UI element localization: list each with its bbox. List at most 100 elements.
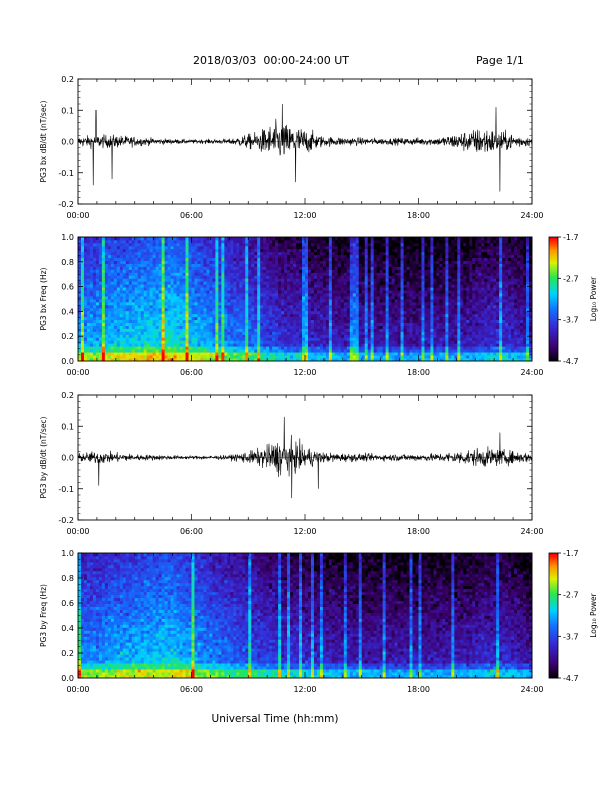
spectrogram-cell bbox=[191, 319, 195, 324]
spectrogram-cell bbox=[373, 349, 378, 353]
spectrogram-cell bbox=[287, 257, 291, 262]
spectrogram-cell bbox=[361, 237, 366, 241]
spectrogram-cell bbox=[299, 290, 303, 294]
spectrogram-cell bbox=[251, 325, 255, 329]
spectrogram-cell bbox=[403, 349, 407, 353]
spectrogram-cell bbox=[200, 349, 204, 353]
spectrogram-cell bbox=[218, 304, 222, 309]
spectrogram-cell bbox=[185, 278, 189, 282]
spectrogram-cell bbox=[418, 301, 422, 306]
spectrogram-cell bbox=[361, 319, 366, 324]
spectrogram-cell bbox=[331, 349, 336, 353]
spectrogram-cell bbox=[409, 284, 413, 288]
spectrogram-cell bbox=[299, 287, 303, 291]
spectrogram-cell bbox=[173, 245, 177, 250]
spectrogram-cell bbox=[176, 313, 180, 318]
spectrogram-cell bbox=[299, 325, 303, 329]
spectrogram-cell bbox=[143, 325, 148, 329]
spectrogram-cell bbox=[170, 275, 174, 279]
spectrogram-cell bbox=[227, 254, 231, 259]
spectrogram-cell bbox=[218, 313, 222, 318]
spectrogram-cell bbox=[86, 358, 91, 362]
spectrogram-cell bbox=[331, 313, 336, 318]
spectrogram-cell bbox=[307, 352, 312, 356]
spectrogram-cell bbox=[206, 275, 210, 279]
spectrogram-cell bbox=[406, 337, 410, 341]
spectrogram-cell bbox=[140, 334, 145, 338]
spectrogram-cell bbox=[218, 325, 222, 329]
spectrogram-cell bbox=[343, 287, 348, 291]
spectrogram-cell bbox=[275, 355, 279, 359]
spectrogram-cell bbox=[110, 340, 115, 344]
spectrogram-cell bbox=[316, 301, 321, 306]
spectrogram-cell bbox=[224, 331, 228, 335]
spectrogram-cell bbox=[302, 349, 306, 353]
spectrogram-cell bbox=[134, 290, 139, 294]
spectrogram-cell bbox=[361, 358, 366, 362]
spectrogram-cell bbox=[334, 331, 339, 335]
spectrogram-cell bbox=[299, 248, 303, 253]
spectrogram-cell bbox=[104, 272, 109, 276]
spectrogram-cell bbox=[370, 242, 375, 247]
spectrogram-cell bbox=[140, 358, 145, 362]
spectrogram-cell bbox=[313, 349, 318, 353]
spectrogram-cell bbox=[215, 331, 219, 335]
spectrogram-cell bbox=[376, 266, 381, 270]
spectrogram-cell bbox=[287, 269, 291, 273]
spectrogram-cell bbox=[155, 257, 160, 262]
spectrogram-cell bbox=[328, 275, 333, 279]
spectrogram-cell bbox=[116, 266, 121, 270]
spectrogram-cell bbox=[287, 304, 291, 309]
spectrogram-cell bbox=[400, 352, 404, 356]
spectrogram-cell bbox=[155, 296, 160, 300]
spectrogram-cell bbox=[352, 304, 357, 309]
spectrogram-cell bbox=[313, 304, 318, 309]
spectrogram-cell bbox=[313, 275, 318, 279]
spectrogram-cell bbox=[137, 340, 142, 344]
spectrogram-cell bbox=[173, 278, 177, 282]
spectrogram-cell bbox=[101, 328, 106, 332]
spectrogram-cell bbox=[191, 313, 195, 318]
spectrogram-cell bbox=[290, 287, 294, 291]
spectrogram-cell bbox=[137, 248, 142, 253]
spectrogram-cell bbox=[412, 296, 416, 300]
spectrogram-cell bbox=[397, 352, 401, 356]
spectrogram-cell bbox=[275, 275, 279, 279]
spectrogram-cell bbox=[379, 334, 384, 338]
spectrogram-cell bbox=[191, 296, 195, 300]
spectrogram-cell bbox=[221, 287, 225, 291]
spectrogram-cell bbox=[278, 358, 282, 362]
spectrogram-cell bbox=[191, 263, 195, 267]
spectrogram-cell bbox=[296, 319, 300, 324]
spectrogram-cell bbox=[316, 299, 321, 303]
spectrogram-cell bbox=[233, 334, 237, 338]
spectrogram-cell bbox=[212, 304, 216, 309]
spectrogram-cell bbox=[290, 275, 294, 279]
spectrogram-cell bbox=[406, 287, 410, 291]
spectrogram-cell bbox=[164, 337, 169, 341]
spectrogram-cell bbox=[394, 355, 398, 359]
spectrogram-cell bbox=[397, 331, 401, 335]
spectrogram-cell bbox=[278, 257, 282, 262]
spectrogram-cell bbox=[307, 328, 312, 332]
spectrogram-cell bbox=[373, 299, 378, 303]
spectrogram-cell bbox=[358, 304, 363, 309]
spectrogram-cell bbox=[361, 278, 366, 282]
spectrogram-cell bbox=[176, 293, 180, 297]
spectrogram-cell bbox=[155, 349, 160, 353]
spectrogram-cell bbox=[269, 325, 273, 329]
spectrogram-cell bbox=[161, 328, 166, 332]
spectrogram-cell bbox=[340, 275, 345, 279]
spectrogram-cell bbox=[116, 248, 121, 253]
spectrogram-cell bbox=[403, 260, 407, 264]
spectrogram-cell bbox=[272, 269, 276, 273]
spectrogram-cell bbox=[158, 237, 163, 241]
spectrogram-cell bbox=[206, 358, 210, 362]
spectrogram-cell bbox=[197, 272, 201, 276]
spectrogram-cell bbox=[287, 301, 291, 306]
spectrogram-cell bbox=[227, 293, 231, 297]
spectrogram-cell bbox=[263, 313, 267, 318]
spectrogram-cell bbox=[316, 352, 321, 356]
spectrogram-cell bbox=[194, 343, 198, 347]
spectrogram-cell bbox=[284, 278, 288, 282]
